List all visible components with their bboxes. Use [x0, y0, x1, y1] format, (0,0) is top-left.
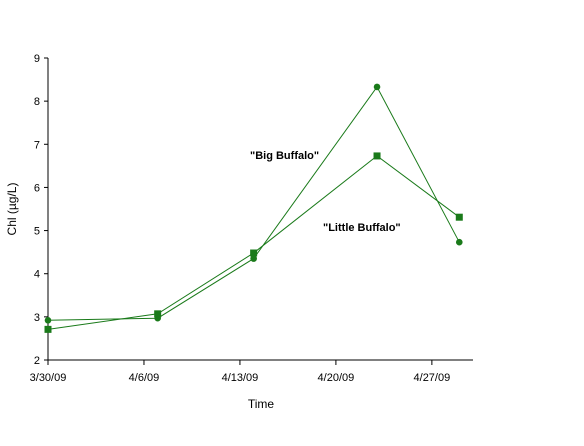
series-line-0 [47, 85, 460, 321]
data-point-circle [250, 255, 257, 262]
axes [47, 58, 473, 361]
x-ticks: 3/30/09 4/6/09 4/13/09 4/20/09 4/27/09 [30, 360, 451, 384]
x-tick-label: 3/30/09 [30, 372, 67, 384]
annotation-little-buffalo: "Little Buffalo" [323, 222, 401, 234]
data-point-circle [455, 238, 463, 246]
series-layer [44, 83, 463, 333]
y-axis-title: Chl (µg/L) [5, 183, 19, 236]
y-tick-label: 2 [34, 355, 40, 367]
annotation-big-buffalo: "Big Buffalo" [250, 150, 319, 162]
data-point-square [250, 249, 258, 257]
data-point-circle [373, 83, 381, 91]
data-point-square [154, 310, 162, 318]
y-tick-label: 4 [34, 269, 40, 281]
x-tick-label: 4/27/09 [414, 372, 451, 384]
x-tick-label: 4/6/09 [129, 372, 160, 384]
y-tick-label: 9 [34, 53, 40, 65]
y-tick-label: 3 [34, 312, 40, 324]
x-tick-label: 4/20/09 [318, 372, 355, 384]
y-tick-label: 7 [34, 139, 40, 151]
y-tick-label: 5 [34, 226, 40, 238]
y-tick-label: 8 [34, 96, 40, 108]
x-axis-title: Time [248, 397, 275, 411]
data-point-square [373, 152, 381, 160]
x-tick-label: 4/13/09 [222, 372, 259, 384]
y-tick-label: 6 [34, 182, 40, 194]
series-line-1 [47, 155, 460, 330]
y-ticks: 2 3 4 5 6 7 8 9 [34, 53, 48, 367]
data-point-square [44, 325, 52, 333]
data-point-square [455, 213, 463, 221]
data-point-circle [44, 317, 52, 324]
